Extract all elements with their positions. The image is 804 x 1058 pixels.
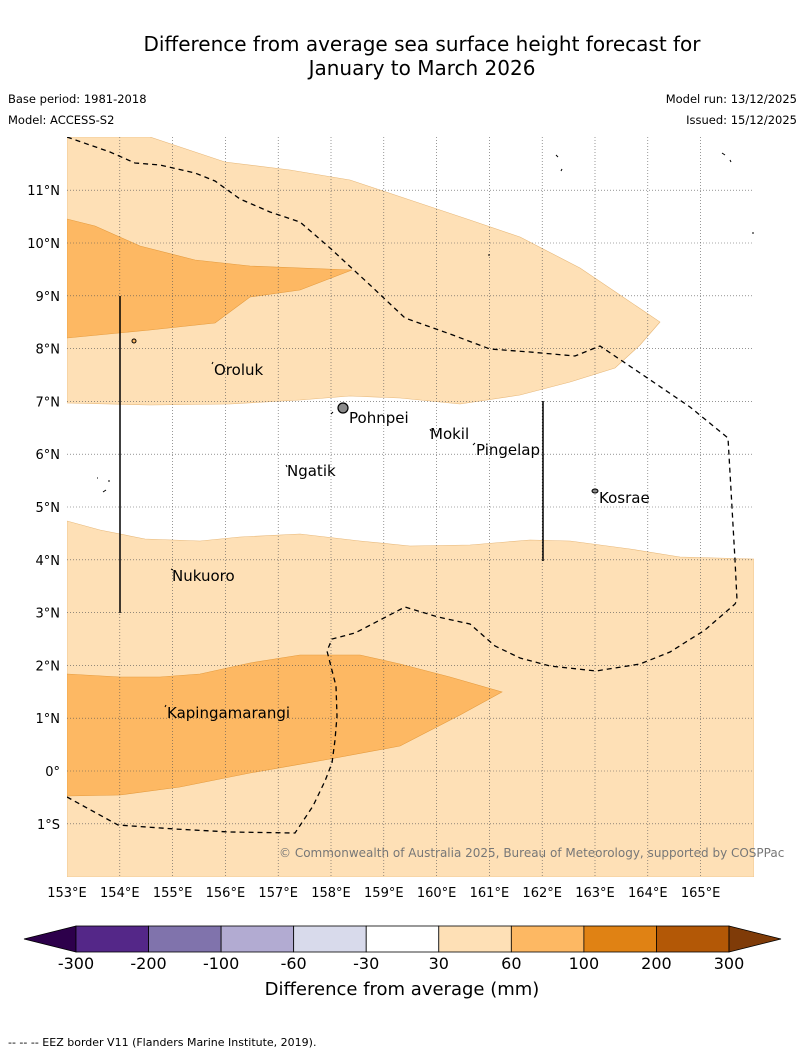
colorbar-segment (220, 925, 295, 953)
shading-layers (67, 137, 754, 877)
colorbar-tick: 200 (641, 954, 672, 973)
place-pohnpei: Pohnpei (349, 409, 409, 427)
lat-label: 4°N (36, 554, 61, 569)
lat-label: 6°N (36, 448, 61, 463)
lon-label: 155°E (153, 886, 193, 901)
place-pingelap: Pingelap (476, 441, 540, 459)
model-run: Model run: 13/12/2025 (665, 92, 797, 106)
place-kapingamarangi: Kapingamarangi (167, 704, 290, 722)
place-ngatik: Ngatik (287, 462, 336, 480)
colorbar-extend-low (23, 925, 77, 953)
small-atolls (97, 152, 754, 708)
colorbar-segment (583, 925, 657, 953)
kosrae-island (591, 488, 599, 494)
colorbar-segment (293, 925, 367, 953)
colorbar-tick: -30 (353, 954, 379, 973)
issued-date: Issued: 15/12/2025 (686, 113, 797, 127)
colorbar-tick: 100 (569, 954, 600, 973)
lon-label: 160°E (417, 886, 457, 901)
place-nukuoro: Nukuoro (172, 567, 235, 585)
colorbar-segment (75, 925, 149, 953)
lon-label: 156°E (206, 886, 246, 901)
lon-label: 162°E (522, 886, 562, 901)
lat-label: 1°S (37, 818, 60, 833)
colorbar-title: Difference from average (mm) (265, 979, 540, 1000)
lat-label: 2°N (36, 659, 61, 674)
longitude-labels: 153°E 154°E 155°E 156°E 157°E 158°E 159°E 160°E… (47, 886, 720, 901)
title-line-2: January to March 2026 (308, 56, 536, 80)
lon-label: 154°E (100, 886, 140, 901)
south-band-60-100 (67, 654, 503, 797)
eez-footnote: -- -- -- EEZ border V11 (Flanders Marine… (8, 1036, 317, 1049)
colorbar-segment (656, 925, 730, 953)
colorbar-extend-high (728, 925, 782, 953)
colorbar-segment (365, 925, 440, 953)
copyright-note: © Commonwealth of Australia 2025, Bureau… (279, 846, 784, 860)
colorbar-tick: 60 (501, 954, 521, 973)
colorbar-tick: -100 (203, 954, 239, 973)
lat-label: 0° (45, 765, 60, 780)
islands (97, 152, 754, 708)
lat-label: 11°N (27, 184, 60, 199)
pohnpei-island (337, 402, 349, 414)
map-title: Difference from average sea surface heig… (60, 32, 784, 80)
title-line-1: Difference from average sea surface heig… (143, 32, 701, 56)
lon-label: 164°E (628, 886, 668, 901)
island-marker (131, 338, 137, 344)
lon-label: 165°E (681, 886, 721, 901)
lon-label: 159°E (364, 886, 404, 901)
gridlines (67, 137, 754, 877)
place-mokil: Mokil (430, 425, 469, 443)
lon-label: 161°E (470, 886, 510, 901)
lon-label: 163°E (575, 886, 615, 901)
colorbar-tick-labels: -300 -200 -100 -60 -30 30 60 100 200 300 (58, 954, 744, 973)
lat-label: 7°N (36, 395, 61, 410)
colorbar-tick: 300 (714, 954, 745, 973)
place-oroluk: Oroluk (214, 361, 263, 379)
place-names: Oroluk Pohnpei Mokil Pingelap Ngatik Kos… (167, 361, 650, 722)
place-kosrae: Kosrae (599, 489, 650, 507)
lat-label: 8°N (36, 343, 61, 358)
colorbar-tick: -60 (281, 954, 307, 973)
colorbar-tick: 30 (429, 954, 449, 973)
lat-label: 1°N (36, 712, 61, 727)
base-period: Base period: 1981-2018 (8, 92, 147, 106)
colorbar-tick: -200 (130, 954, 166, 973)
north-band-30-60 (67, 137, 661, 406)
colorbar-legend (23, 925, 782, 953)
lon-label: 158°E (311, 886, 351, 901)
colorbar-tick: -300 (58, 954, 94, 973)
model-name: Model: ACCESS-S2 (8, 113, 115, 127)
lon-label: 153°E (47, 886, 87, 901)
lat-label: 5°N (36, 501, 61, 516)
lat-label: 3°N (36, 607, 61, 622)
lat-label: 10°N (27, 237, 60, 252)
sea-level-map: Oroluk Pohnpei Mokil Pingelap Ngatik Kos… (23, 137, 784, 1000)
colorbar-segment (510, 925, 585, 953)
colorbar-segment (148, 925, 222, 953)
lat-label: 9°N (36, 290, 61, 305)
latitude-labels: 11°N 10°N 9°N 8°N 7°N 6°N 5°N 4°N 3°N 2°N 1°N 0° 1°S (27, 184, 60, 833)
north-band-60-100 (67, 218, 353, 339)
lon-label: 157°E (258, 886, 298, 901)
colorbar-segment (438, 925, 512, 953)
